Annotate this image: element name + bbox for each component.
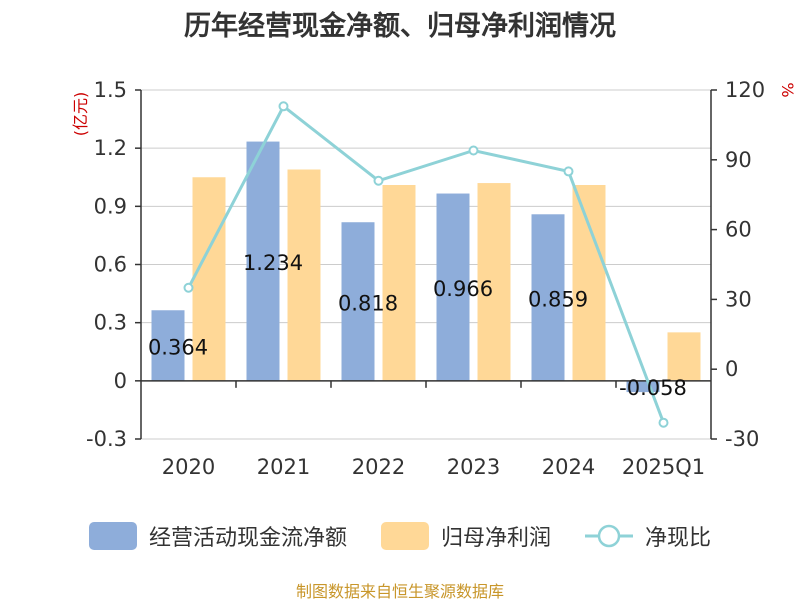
legend-item-ratio[interactable]: 净现比 <box>585 520 711 552</box>
bar-net-profit <box>667 332 701 381</box>
legend-label-net-profit: 归母净利润 <box>440 526 551 551</box>
bar-net-profit <box>287 169 321 381</box>
ratio-line-layer <box>183 101 669 428</box>
left-tick-label: 1.5 <box>94 78 127 102</box>
data-source: 制图数据来自恒生聚源数据库 <box>295 582 504 601</box>
ratio-point <box>278 101 289 112</box>
bar-cash-flow <box>151 310 185 381</box>
right-axis-unit: % <box>778 82 797 97</box>
x-tick-label: 2024 <box>542 455 595 479</box>
right-tick-label: 120 <box>725 78 765 102</box>
right-tick-label: 0 <box>725 357 738 381</box>
legend-item-cash-flow[interactable]: 经营活动现金流净额 <box>88 520 347 552</box>
bar-net-profit <box>192 177 226 381</box>
ratio-point <box>468 145 479 156</box>
x-tick-label: 2025Q1 <box>622 455 705 479</box>
x-tick-label: 2021 <box>257 455 310 479</box>
right-tick-label: -30 <box>725 427 759 451</box>
legend-label-cash-flow: 经营活动现金流净额 <box>148 526 347 551</box>
ratio-point <box>658 417 669 428</box>
bar-cash-flow <box>626 380 660 393</box>
data-label-cash-flow: 0.859 <box>528 288 588 312</box>
axes: 1.5 1.2 0.9 0.6 0.3 0 -0.3 120 90 60 30 0 -30 2020 202… <box>86 78 765 479</box>
data-label-cash-flow: 1.234 <box>243 251 303 275</box>
bar-net-profit <box>477 183 511 381</box>
ratio-point <box>373 175 384 186</box>
data-label-cash-flow: 0.364 <box>148 336 208 360</box>
x-tick-label: 2023 <box>447 455 500 479</box>
bar-net-profit <box>382 185 416 381</box>
bars-layer <box>151 141 701 393</box>
legend-swatch-ratio <box>585 524 633 548</box>
data-label-cash-flow: -0.058 <box>619 376 687 400</box>
left-tick-label: 0.6 <box>94 253 127 277</box>
x-tick-label: 2022 <box>352 455 405 479</box>
legend-item-net-profit[interactable]: 归母净利润 <box>380 520 551 552</box>
bar-cash-flow <box>531 214 565 381</box>
data-labels: 0.364 1.234 0.818 0.966 0.859 -0.058 <box>148 251 687 400</box>
chart-title: 历年经营现金净额、归母净利润情况 <box>184 11 616 42</box>
data-label-cash-flow: 0.818 <box>338 292 398 316</box>
right-tick-label: 90 <box>725 148 752 172</box>
ratio-line <box>187 103 665 424</box>
ratio-point <box>183 282 194 293</box>
x-tick-label: 2020 <box>162 455 215 479</box>
right-tick-label: 60 <box>725 218 752 242</box>
ratio-point <box>563 166 574 177</box>
left-axis-unit: (亿元) <box>71 92 90 137</box>
data-label-cash-flow: 0.966 <box>433 277 493 301</box>
left-tick-label: 1.2 <box>94 136 127 160</box>
left-tick-label: 0 <box>114 369 127 393</box>
right-tick-label: 30 <box>725 287 752 311</box>
legend-label-ratio: 净现比 <box>645 526 712 551</box>
bar-cash-flow <box>436 193 470 381</box>
left-tick-label: -0.3 <box>86 427 127 451</box>
bar-cash-flow <box>246 141 280 381</box>
left-tick-label: 0.9 <box>94 194 127 218</box>
legend-swatch-cash-flow <box>88 522 137 550</box>
left-tick-label: 0.3 <box>94 311 127 335</box>
legend: 经营活动现金流净额 归母净利润 净现比 <box>0 516 800 556</box>
legend-swatch-net-profit <box>380 522 429 550</box>
bar-cash-flow <box>341 222 375 381</box>
bar-net-profit <box>572 185 606 381</box>
